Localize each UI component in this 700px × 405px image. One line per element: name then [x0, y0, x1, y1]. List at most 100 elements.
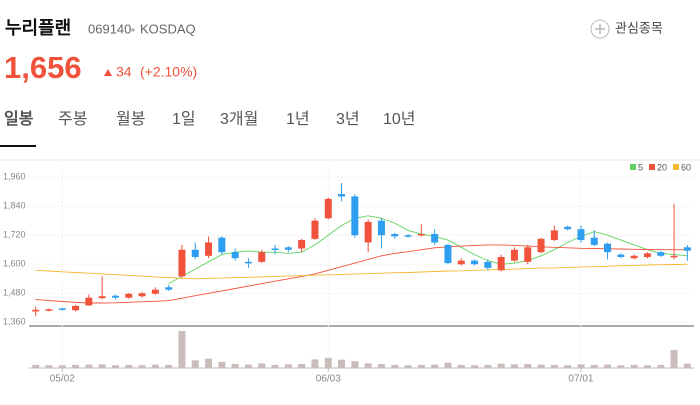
change: 34 [116, 64, 132, 80]
candle-body [178, 249, 186, 277]
candle-body [311, 220, 319, 239]
candle-body [484, 261, 492, 268]
volume-bar [550, 364, 558, 368]
y-tick-label: 1,600 [3, 259, 26, 269]
stock-name: 누리플랜 [5, 18, 71, 38]
candle-body [58, 308, 66, 310]
candle-body [138, 293, 146, 297]
volume-bar [364, 363, 372, 368]
legend-swatch [630, 164, 636, 170]
x-tick-label: 07/01 [568, 374, 593, 385]
candle-body [630, 255, 638, 259]
candle-body [564, 226, 572, 230]
candle-body [497, 257, 505, 271]
volume-bar [431, 364, 439, 368]
legend-swatch [649, 164, 656, 170]
volume-bar [98, 364, 106, 368]
volume-bar [484, 364, 492, 368]
volume-bar [45, 365, 53, 368]
watch-label[interactable]: 관심종목 [615, 20, 663, 35]
tab[interactable]: 3년 [336, 110, 360, 128]
volume-bar [351, 361, 359, 368]
volume-bar [444, 362, 452, 368]
volume-bar [231, 363, 239, 368]
x-tick-label: 06/03 [316, 374, 341, 385]
tab[interactable]: 월봉 [116, 110, 145, 128]
tab[interactable]: 1년 [286, 110, 310, 128]
volume-bar [271, 364, 279, 368]
candle-body [338, 194, 346, 197]
change-pct: (+2.10%) [140, 64, 197, 80]
candle-body [431, 234, 439, 243]
candle-body [364, 221, 372, 243]
candle-body [577, 229, 585, 241]
volume-bar [537, 364, 545, 368]
volume-bar [284, 364, 292, 368]
volume-bar [657, 364, 665, 368]
candle-body [32, 309, 40, 312]
volume-bar [218, 361, 226, 368]
plus-sign [595, 24, 605, 34]
candle-body [258, 252, 266, 262]
volume-bar [497, 363, 505, 368]
volume-bar [125, 364, 133, 368]
candle-body [151, 289, 159, 294]
volume-bar [165, 364, 173, 368]
candle-body [298, 240, 306, 249]
legend: 5 20 60 [630, 162, 691, 172]
candle-body [191, 249, 199, 257]
volume-bar [311, 359, 319, 368]
candle-body [550, 230, 558, 241]
volume-bar [58, 365, 66, 368]
candle-body [165, 287, 173, 290]
price: 1,656 [4, 50, 82, 85]
legend-swatch [673, 164, 680, 170]
watch-button[interactable]: 관심종목 [590, 19, 663, 39]
tab[interactable]: 1일 [172, 110, 196, 128]
volume-bar [510, 364, 518, 368]
volume-bar [151, 364, 159, 368]
x-tick-label: 05/02 [50, 374, 75, 385]
candle-body [604, 243, 612, 253]
tabs: 일봉 주봉 월봉 1일 3개월 1년 3년 10년 [0, 110, 416, 147]
volume-bar [404, 365, 412, 368]
volume-bar [205, 358, 213, 368]
volume-bar [32, 364, 40, 368]
volume-bar [417, 364, 425, 368]
volume-bar [338, 359, 346, 368]
candle-body [391, 234, 399, 237]
legend-label: 5 [638, 162, 643, 172]
candle-body [670, 255, 678, 258]
y-tick-label: 1,840 [3, 201, 26, 211]
candle-body [417, 234, 425, 236]
volume-bar [683, 363, 691, 368]
candle-body [324, 198, 332, 219]
candle-body [284, 247, 292, 250]
y-tick-label: 1,960 [3, 171, 26, 181]
candle-body [617, 254, 625, 257]
volume-bar [564, 365, 572, 368]
legend-label: 20 [657, 162, 667, 172]
candle-body [524, 247, 532, 262]
candle-body [271, 248, 279, 251]
volume-bar [457, 364, 465, 368]
volume-bar [391, 364, 399, 368]
candle-body [657, 252, 665, 256]
legend-label: 60 [681, 162, 691, 172]
candle-body [125, 293, 133, 298]
candle-body [444, 244, 452, 264]
candle-body [643, 253, 651, 257]
volume-bar [577, 364, 585, 368]
tab[interactable]: 3개월 [220, 110, 258, 128]
volume-bar [324, 357, 332, 368]
volume-bar [377, 363, 385, 368]
volume-bar [524, 363, 532, 368]
ma-line [35, 263, 688, 280]
candle-body [590, 237, 598, 245]
tab[interactable]: 주봉 [58, 111, 87, 128]
tab[interactable]: 10년 [383, 110, 416, 128]
tab[interactable]: 일봉 [4, 110, 34, 128]
candle-body [351, 196, 359, 236]
up-arrow [104, 69, 112, 76]
